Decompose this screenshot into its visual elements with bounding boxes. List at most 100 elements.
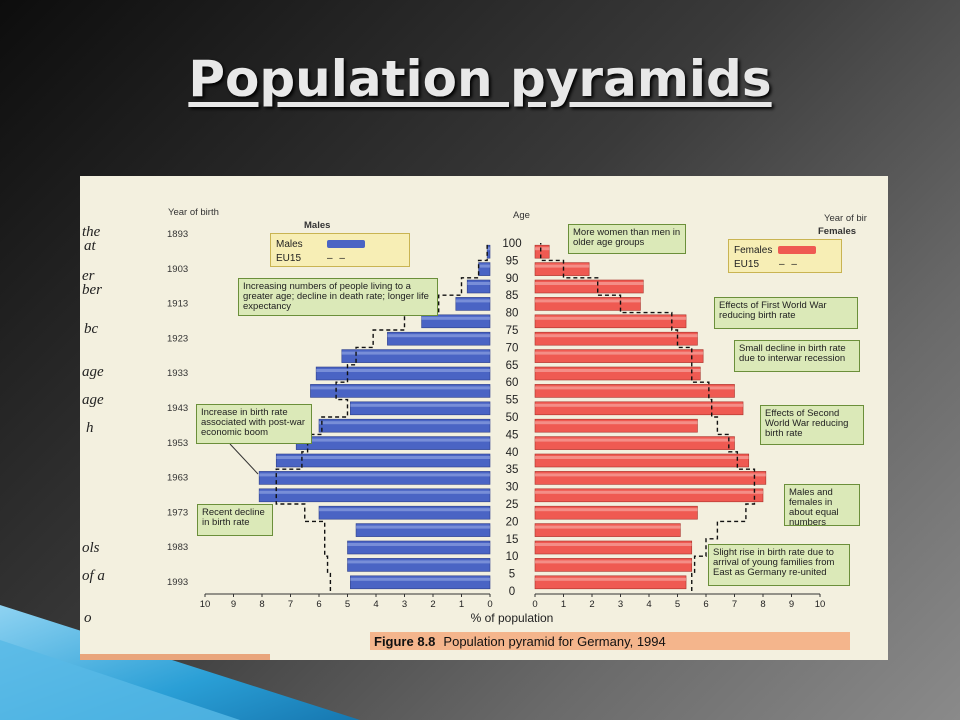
birth-year-label: 1963 (167, 473, 188, 484)
note-postwar-boom: Increase in birth rate associated with p… (196, 404, 312, 444)
female-bar (534, 366, 701, 381)
females-heading: Females (818, 226, 857, 237)
male-bar (347, 540, 491, 555)
male-bar (275, 453, 491, 468)
legend-females-label: Females (734, 244, 773, 256)
x-tick-label-female: 0 (532, 599, 537, 610)
female-bar-highlight (535, 456, 749, 459)
birth-year-label: 1933 (167, 368, 188, 379)
male-bar (258, 488, 491, 503)
male-bar (310, 384, 491, 398)
x-tick-label-male: 10 (200, 599, 211, 610)
male-bar-highlight (259, 473, 490, 477)
male-bar (258, 471, 491, 485)
birth-year-label: 1913 (167, 299, 188, 310)
female-bar-highlight (535, 316, 687, 320)
birth-year-label: 1953 (167, 438, 188, 449)
x-tick-label-male: 9 (231, 599, 236, 610)
female-bar (534, 331, 698, 346)
male-bar (466, 279, 491, 294)
page-fragment: of a (82, 568, 105, 584)
page-fragment: at (84, 238, 96, 254)
note-ww1: Effects of First World War reducing birt… (714, 297, 858, 329)
pyramid-chart: 0510152025303540455055606570758085909510… (167, 229, 825, 625)
page-fragment: bc (84, 321, 99, 337)
x-tick-label-male: 7 (288, 599, 293, 610)
figure-caption: Figure 8.8 Population pyramid for German… (370, 632, 850, 650)
female-bar (534, 575, 687, 590)
page-fragment: h (86, 420, 94, 436)
male-bar (318, 505, 491, 520)
year-of-birth-label-right: Year of bir (824, 213, 867, 224)
female-bar (534, 279, 644, 294)
female-bar-highlight (535, 421, 698, 425)
legend-males-label: Males (276, 238, 303, 250)
birth-year-label: 1923 (167, 333, 188, 344)
age-tick-label: 20 (506, 516, 519, 528)
female-bar-highlight (535, 508, 698, 512)
male-bar-highlight (350, 403, 490, 407)
male-bar-highlight (487, 247, 490, 251)
male-bar-highlight (356, 525, 490, 529)
birth-year-label: 1993 (167, 577, 188, 588)
male-bar (455, 297, 491, 311)
legend-eu15-label: EU15 (276, 252, 302, 264)
x-tick-label-male: 3 (402, 599, 407, 610)
female-swatch (778, 246, 817, 254)
eu15-dash-icon: – – (327, 252, 347, 264)
male-bar (355, 523, 491, 537)
page-fragment: ols (82, 540, 100, 556)
age-tick-label: 45 (506, 429, 519, 441)
age-tick-label: 30 (506, 482, 519, 494)
female-bar (534, 349, 704, 363)
male-bar-highlight (478, 264, 490, 268)
page-fragment: o (84, 610, 92, 626)
age-tick-label: 0 (509, 586, 515, 598)
x-tick-label-female: 5 (675, 599, 680, 610)
male-bar-highlight (316, 369, 490, 372)
note-reunification: Slight rise in birth rate due to arrival… (708, 544, 850, 586)
male-bar-highlight (421, 316, 490, 320)
age-tick-label: 90 (506, 273, 519, 285)
pyramid-figure: the at er ber bc age age h ols of a o Ye… (80, 176, 888, 660)
female-bar-highlight (535, 490, 763, 494)
male-bar (315, 366, 491, 381)
birth-year-label: 1893 (167, 229, 188, 240)
female-bar-highlight (535, 264, 590, 268)
female-bar (534, 505, 698, 520)
female-bar (534, 297, 641, 311)
caption-text: Population pyramid for Germany, 1994 (443, 633, 666, 649)
male-bar-highlight (467, 282, 490, 285)
female-bar-highlight (535, 299, 641, 303)
male-bar-highlight (319, 508, 490, 512)
page-fragment: the (82, 224, 101, 240)
male-bar (387, 331, 491, 346)
year-of-birth-label: Year of birth (168, 207, 219, 218)
note-life-expectancy: Increasing numbers of people living to a… (238, 278, 438, 316)
age-tick-label: 35 (506, 464, 519, 476)
males-heading: Males (304, 220, 331, 231)
age-tick-label: 60 (506, 377, 519, 389)
female-bar-highlight (535, 543, 692, 546)
female-bar-highlight (535, 438, 735, 442)
female-bar (534, 384, 735, 398)
x-tick-label-male: 4 (373, 599, 378, 610)
male-bar (350, 401, 491, 416)
female-bar-highlight (535, 282, 644, 285)
female-bar (534, 558, 693, 572)
age-tick-label: 15 (506, 534, 519, 546)
legend-females: Females EU15 – – (728, 239, 842, 273)
eu15-dash-icon: – – (779, 258, 799, 270)
age-tick-label: 95 (506, 255, 519, 267)
female-bar (534, 471, 767, 485)
x-tick-label-male: 8 (259, 599, 264, 610)
female-bar-highlight (535, 473, 766, 477)
age-tick-label: 75 (506, 325, 519, 337)
female-bar-highlight (535, 577, 687, 581)
male-bar (318, 418, 491, 433)
x-tick-label-female: 3 (618, 599, 623, 610)
female-bar (534, 436, 735, 450)
note-interwar: Small decline in birth rate due to inter… (734, 340, 860, 372)
age-tick-label: 85 (506, 290, 519, 302)
male-bar-highlight (455, 299, 490, 303)
